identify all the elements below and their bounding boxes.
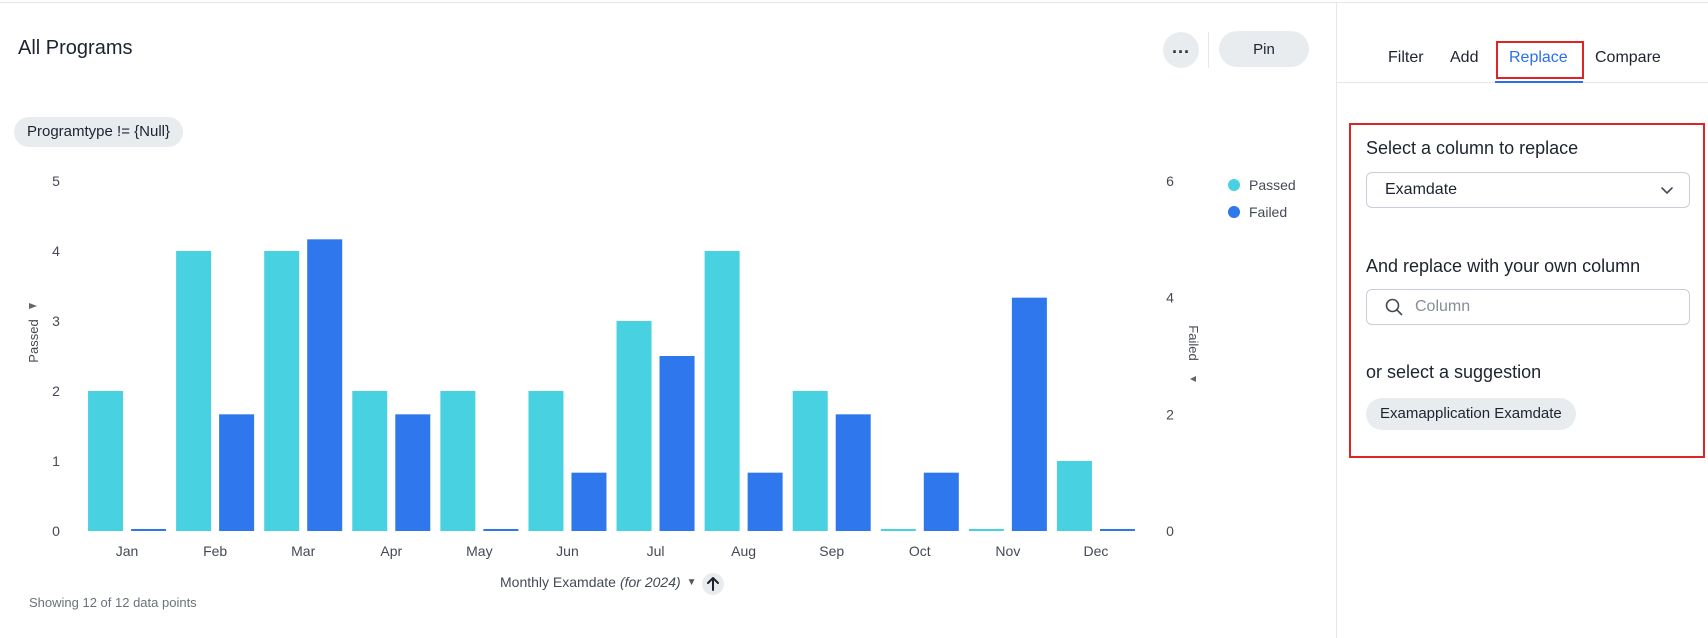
bar-passed-mar[interactable] (264, 251, 300, 531)
y-right-tick-label: 0 (1166, 523, 1174, 539)
bar-failed-apr[interactable] (395, 414, 431, 531)
x-axis-title[interactable]: Monthly Examdate (for 2024) ▼ (500, 574, 697, 590)
x-tick-label: Mar (291, 543, 315, 559)
legend-label-failed: Failed (1249, 203, 1288, 220)
legend-dot-failed-icon (1228, 205, 1240, 218)
bar-passed-nov[interactable] (968, 529, 1004, 531)
x-tick-label: Nov (995, 543, 1020, 559)
arrow-up-icon (707, 577, 719, 591)
search-icon (1385, 298, 1403, 316)
pin-button[interactable]: Pin (1219, 31, 1309, 67)
caret-down-icon[interactable]: ▼ (686, 576, 697, 588)
select-column-label: Select a column to replace (1366, 138, 1579, 158)
column-search[interactable] (1366, 289, 1690, 325)
y-right-tick-label: 4 (1166, 290, 1174, 306)
bar-failed-dec[interactable] (1099, 529, 1135, 531)
column-select[interactable]: Examdate (1366, 172, 1690, 208)
bar-failed-jul[interactable] (659, 356, 695, 531)
x-axis-suffix: (for 2024) (619, 574, 681, 590)
suggestion-chip[interactable]: Examapplication Examdate (1366, 398, 1576, 430)
bar-passed-apr[interactable] (352, 391, 388, 531)
y-left-tick-label: 3 (52, 313, 60, 329)
bar-failed-sep[interactable] (835, 414, 871, 531)
tab-compare[interactable]: Compare (1595, 49, 1661, 66)
bar-passed-oct[interactable] (880, 529, 916, 531)
bar-passed-may[interactable] (440, 391, 476, 531)
bar-failed-nov[interactable] (1011, 297, 1047, 531)
x-tick-label: Oct (909, 543, 931, 559)
legend-label-passed: Passed (1249, 176, 1296, 193)
column-search-input[interactable] (1415, 290, 1675, 324)
x-tick-label: Jul (647, 543, 665, 559)
y-left-tick-label: 5 (52, 173, 60, 189)
y-axis-right-label: Failed (1186, 325, 1201, 360)
tab-filter[interactable]: Filter (1388, 49, 1424, 66)
bar-chart: 0 1 2 3 4 5 0 2 4 6 Jan Feb Mar Apr May Jun Jul Aug Sep O… (26, 173, 1201, 559)
replace-with-label: And replace with your own column (1366, 256, 1641, 276)
filter-chip[interactable]: Programtype != {Null} (14, 117, 183, 147)
bar-failed-oct[interactable] (923, 472, 959, 531)
y-left-tick-label: 4 (52, 243, 60, 259)
suggestion-label: or select a suggestion (1366, 362, 1542, 382)
x-axis-label: Monthly Examdate (500, 574, 616, 590)
bar-passed-jun[interactable] (528, 391, 564, 531)
legend-item-passed[interactable]: Passed (1228, 171, 1296, 198)
legend-dot-passed-icon (1228, 178, 1240, 191)
bar-failed-jun[interactable] (571, 472, 607, 531)
bar-passed-aug[interactable] (704, 251, 740, 531)
bar-passed-sep[interactable] (792, 391, 828, 531)
bar-failed-aug[interactable] (747, 472, 783, 531)
y-left-tick-label: 2 (52, 383, 60, 399)
bar-passed-feb[interactable] (176, 251, 212, 531)
replace-section: Select a column to replace Examdate And … (1349, 123, 1705, 458)
y-left-tick-label: 0 (52, 523, 60, 539)
x-tick-label: Jun (556, 543, 579, 559)
bar-passed-jul[interactable] (616, 321, 652, 531)
x-tick-label: Apr (380, 543, 402, 559)
legend-item-failed[interactable]: Failed (1228, 198, 1296, 225)
bar-failed-feb[interactable] (219, 414, 255, 531)
y-right-tick-label: 6 (1166, 173, 1174, 189)
y-axis-right-caret-icon[interactable] (1190, 376, 1196, 382)
x-tick-label: Sep (819, 543, 844, 559)
bar-passed-dec[interactable] (1056, 461, 1092, 531)
tab-replace[interactable]: Replace (1509, 49, 1568, 66)
sort-ascending-button[interactable] (702, 573, 724, 595)
tab-add[interactable]: Add (1450, 49, 1479, 66)
more-icon: ... (1171, 37, 1190, 57)
chart-panel: All Programs ... Pin Programtype != {Nul… (0, 3, 1336, 638)
y-axis-left-caret-icon[interactable] (29, 303, 37, 309)
more-options-button[interactable]: ... (1163, 32, 1199, 68)
bar-failed-mar[interactable] (307, 239, 343, 532)
page-title: All Programs (18, 37, 133, 59)
x-tick-label: Jan (116, 543, 139, 559)
column-select-value: Examdate (1385, 181, 1458, 198)
bar-passed-jan[interactable] (88, 391, 124, 531)
y-axis-left-title[interactable]: Passed (26, 303, 41, 363)
datapoints-count: Showing 12 of 12 data points (29, 595, 197, 610)
x-tick-label: Feb (203, 543, 227, 559)
x-tick-label: Dec (1084, 543, 1109, 559)
top-border (0, 2, 1708, 3)
header-divider (1208, 32, 1209, 68)
tab-bar: Filter Add Replace Compare (1337, 3, 1708, 83)
y-axis-right-title[interactable]: Failed (1186, 325, 1201, 382)
chart-legend: Passed Failed (1228, 171, 1296, 225)
bar-failed-may[interactable] (483, 529, 519, 531)
x-tick-label: Aug (731, 543, 756, 559)
bar-failed-jan[interactable] (131, 529, 167, 531)
y-left-tick-label: 1 (52, 453, 60, 469)
active-tab-indicator (1495, 81, 1583, 83)
chevron-down-icon (1661, 187, 1673, 195)
y-right-tick-label: 2 (1166, 406, 1174, 422)
x-tick-label: May (466, 543, 492, 559)
edit-panel: Filter Add Replace Compare Select a colu… (1336, 3, 1708, 638)
y-axis-left-label: Passed (26, 319, 41, 362)
replace-tab-highlight (1496, 41, 1584, 79)
